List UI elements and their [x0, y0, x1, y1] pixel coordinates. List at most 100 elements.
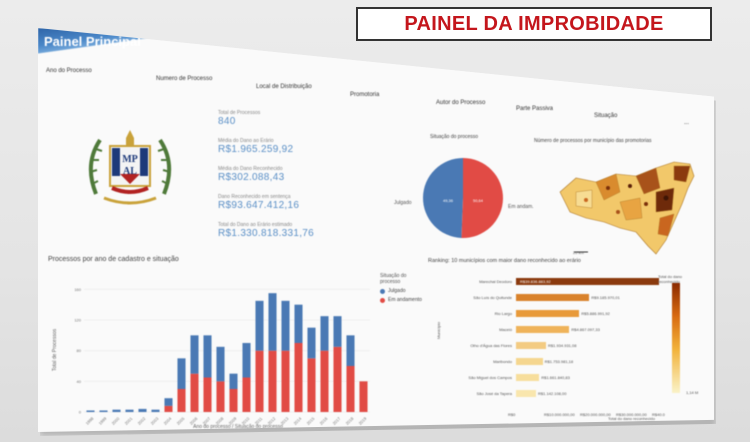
ranking-bar[interactable] — [516, 342, 546, 349]
bar-segment-julgado[interactable] — [177, 358, 186, 389]
legend-title: Situação do processo — [380, 273, 407, 285]
bar-segment-andamento[interactable] — [242, 377, 251, 413]
ranking-bar[interactable] — [516, 374, 540, 381]
ranking-bar[interactable] — [516, 310, 580, 317]
bar-segment-julgado[interactable] — [203, 335, 212, 378]
filter-bar: Ano do Processo Numero de Processo Local… — [38, 28, 714, 148]
kpi-value: R$302.088,43 — [218, 172, 285, 183]
bar-segment-julgado[interactable] — [190, 335, 199, 374]
ranking-row[interactable]: Maribondo R$1.753.981,18 — [428, 358, 714, 365]
bar-segment-andamento[interactable] — [164, 405, 173, 412]
bar-segment-julgado[interactable] — [99, 410, 108, 412]
kpi-label: Média do Dano Reconhecido — [218, 166, 283, 172]
bar-segment-julgado[interactable] — [320, 316, 329, 351]
bar-segment-julgado[interactable] — [229, 373, 238, 389]
bar-segment-andamento[interactable] — [268, 350, 277, 412]
situacao-pie-chart[interactable]: 49,36 50,64 — [420, 152, 506, 244]
ranking-value: R$5.886.991,92 — [581, 311, 610, 316]
ranking-bar[interactable] — [516, 278, 660, 285]
bar-segment-andamento[interactable] — [307, 358, 316, 412]
ranking-row[interactable]: Rio Largo R$5.886.991,92 — [428, 310, 714, 317]
bar-segment-julgado[interactable] — [112, 409, 121, 412]
bar-xtick-label: 2009 — [228, 415, 238, 425]
bar-segment-andamento[interactable] — [333, 346, 342, 412]
bar-segment-julgado[interactable] — [164, 398, 173, 406]
bar-segment-julgado[interactable] — [333, 316, 342, 347]
bar-xtick-label: 2012 — [267, 415, 277, 425]
ranking-row[interactable]: Olho d'Água das Flores R$1.934.931,08 — [428, 342, 714, 349]
filter-numero[interactable]: Numero de Processo — [156, 76, 213, 82]
bar-chart-xlabel: Ano do processo / Situação do processo — [193, 424, 283, 430]
bar-segment-julgado[interactable] — [281, 300, 290, 351]
bar-segment-julgado[interactable] — [216, 346, 225, 382]
alagoas-choropleth-map[interactable] — [556, 152, 696, 258]
ranking-bar[interactable] — [516, 390, 536, 397]
bar-segment-andamento[interactable] — [294, 343, 303, 412]
kpi-label: Total do Dano ao Erário estimado — [218, 222, 293, 228]
filter-local[interactable]: Local de Distribuição — [256, 84, 312, 90]
pie-slice-julgado[interactable] — [422, 158, 463, 238]
bar-xtick-label: 1998 — [85, 415, 95, 425]
ranking-row[interactable]: Maceió R$4.867.097,33 — [428, 326, 714, 333]
legend-item-julgado[interactable]: Julgado — [380, 288, 422, 294]
kpi-media-dano: Média do Dano ao Erário R$1.965.259,92 — [218, 138, 293, 155]
legend-item-andamento[interactable]: Em andamento — [380, 297, 422, 303]
bar-chart-title: Processos por ano de cadastro e situação — [48, 256, 179, 263]
kpi-value: R$93.647.412,16 — [218, 200, 300, 211]
ranking-bar-chart[interactable]: Marechal Deodoro R$39.836.883,92 São Luís … — [428, 260, 714, 430]
bar-segment-julgado[interactable] — [86, 410, 95, 412]
bar-segment-andamento[interactable] — [203, 377, 212, 413]
bar-segment-julgado[interactable] — [346, 335, 355, 366]
kpi-label: Média do Dano ao Erário — [218, 138, 274, 144]
bar-segment-julgado[interactable] — [255, 300, 264, 351]
bar-segment-julgado[interactable] — [294, 304, 303, 343]
bar-segment-julgado[interactable] — [151, 409, 160, 412]
bar-segment-andamento[interactable] — [190, 373, 199, 412]
bar-chart-ylabel: Total de Processos — [52, 328, 58, 371]
map-scale: 20 km — [573, 250, 584, 255]
ranking-municipio: Olho d'Água das Flores — [470, 343, 512, 348]
bar-segment-andamento[interactable] — [255, 350, 264, 412]
bar-xtick-label: 2013 — [280, 415, 290, 425]
ranking-row[interactable]: São Miguel dos Campos R$1.661.840,83 — [428, 374, 714, 381]
ranking-bar[interactable] — [516, 294, 590, 301]
ranking-municipio: Maceió — [499, 327, 512, 332]
bar-segment-andamento[interactable] — [281, 350, 290, 412]
filter-promotoria[interactable]: Promotoria — [350, 92, 380, 98]
ranking-row[interactable]: São Luís do Quitunde R$9.185.970,01 — [428, 294, 714, 301]
filter-parte-passiva[interactable]: Parte Passiva — [516, 106, 554, 112]
bar-segment-andamento[interactable] — [216, 381, 225, 412]
bar-segment-julgado[interactable] — [242, 343, 251, 378]
bar-segment-andamento[interactable] — [177, 389, 186, 412]
ranking-bar[interactable] — [516, 326, 570, 333]
bar-xtick-label: 1999 — [98, 415, 108, 425]
bar-xtick-label: 2011 — [254, 416, 264, 426]
ranking-row[interactable]: Marechal Deodoro R$39.836.883,92 — [428, 278, 714, 285]
bar-segment-julgado[interactable] — [138, 408, 147, 412]
processos-bar-chart[interactable]: 0 40 80 120 160 1998 1999 2000 2001 2002 2003 2004… — [48, 260, 398, 430]
colorbar-legend — [672, 283, 680, 393]
ranking-value: R$1.753.981,18 — [544, 359, 574, 364]
ranking-municipio: Maribondo — [493, 359, 512, 364]
ranking-bar[interactable] — [516, 358, 543, 365]
bar-segment-andamento[interactable] — [320, 350, 329, 412]
bar-segment-andamento[interactable] — [229, 389, 238, 412]
bar-segment-julgado[interactable] — [268, 293, 277, 351]
bar-xtick-label: 2014 — [293, 415, 303, 425]
ranking-xlabel: Total do dano reconhecido — [608, 416, 655, 421]
ranking-title: Ranking: 10 municípios com maior dano re… — [428, 258, 581, 264]
bar-xtick-label: 2008 — [215, 415, 225, 425]
ranking-row[interactable]: São José da Tapera R$1.142.108,00 — [428, 390, 714, 397]
bar-segment-andamento[interactable] — [359, 381, 368, 412]
pie-slice-andamento[interactable] — [461, 158, 503, 238]
legend-swatch-andamento — [380, 297, 385, 303]
bar-segment-julgado[interactable] — [125, 409, 134, 412]
filter-more[interactable]: ... — [684, 120, 690, 126]
filter-autor[interactable]: Autor do Processo — [436, 100, 486, 106]
bar-segment-andamento[interactable] — [346, 366, 355, 412]
filter-ano[interactable]: Ano do Processo — [46, 68, 92, 74]
logo-text-bottom: AL — [123, 166, 137, 177]
map-title: Número de processos por município das pr… — [534, 138, 652, 144]
filter-situacao[interactable]: Situação — [594, 113, 618, 119]
bar-segment-julgado[interactable] — [307, 327, 316, 359]
